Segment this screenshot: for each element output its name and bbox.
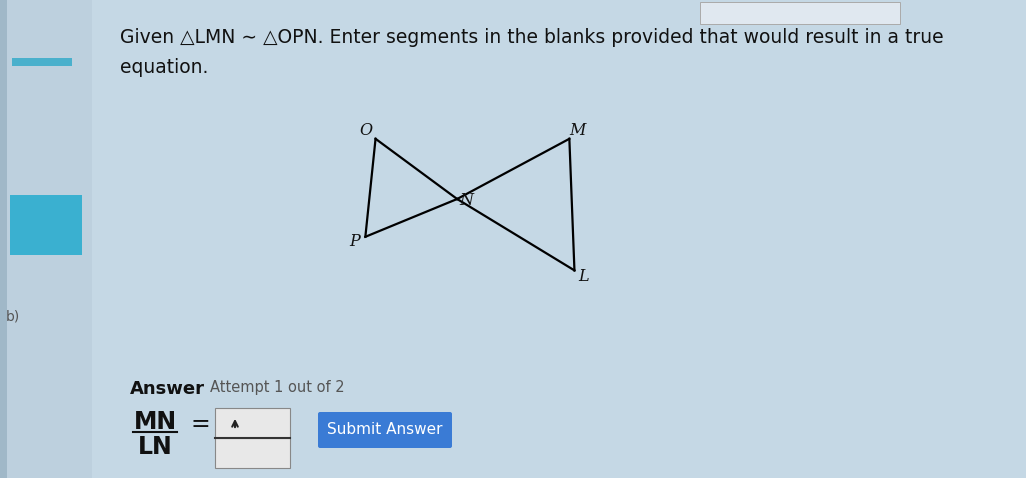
FancyBboxPatch shape bbox=[10, 195, 82, 255]
Text: O: O bbox=[360, 122, 372, 140]
Text: b): b) bbox=[6, 310, 21, 324]
FancyBboxPatch shape bbox=[0, 0, 7, 478]
FancyBboxPatch shape bbox=[7, 0, 92, 478]
Text: Given △LMN ∼ △OPN. Enter segments in the blanks provided that would result in a : Given △LMN ∼ △OPN. Enter segments in the… bbox=[120, 28, 944, 47]
FancyBboxPatch shape bbox=[318, 412, 452, 448]
Text: equation.: equation. bbox=[120, 58, 208, 77]
FancyBboxPatch shape bbox=[215, 408, 290, 438]
Text: LN: LN bbox=[137, 435, 172, 459]
Text: MN: MN bbox=[133, 410, 176, 434]
Text: Answer: Answer bbox=[130, 380, 205, 398]
FancyBboxPatch shape bbox=[700, 2, 900, 24]
Text: L: L bbox=[579, 268, 589, 285]
Text: M: M bbox=[569, 122, 586, 140]
FancyBboxPatch shape bbox=[12, 58, 72, 66]
Text: N: N bbox=[460, 192, 473, 209]
Text: =: = bbox=[190, 412, 210, 436]
FancyBboxPatch shape bbox=[215, 438, 290, 468]
Text: P: P bbox=[349, 233, 359, 250]
Text: Attempt 1 out of 2: Attempt 1 out of 2 bbox=[210, 380, 345, 395]
Text: Submit Answer: Submit Answer bbox=[327, 423, 443, 437]
